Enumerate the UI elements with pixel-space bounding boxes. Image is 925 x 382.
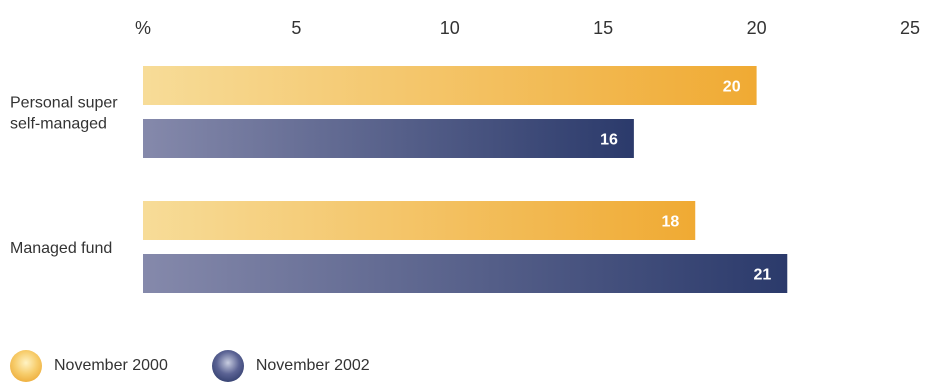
data-label-cat1-series0: 18 bbox=[661, 214, 679, 231]
bar-chart: % 5 10 15 20 25 20 16 18 21 Personal super self-m… bbox=[10, 18, 920, 293]
legend-item-november-2002: November 2002 bbox=[211, 350, 370, 382]
x-tick-label-20: 20 bbox=[747, 18, 767, 38]
legend-item-november-2000: November 2000 bbox=[10, 350, 168, 382]
bars: 20 16 18 21 bbox=[143, 66, 788, 293]
legend: November 2000 November 2002 bbox=[10, 350, 414, 382]
bar-cat1-series0 bbox=[143, 201, 696, 240]
legend-swatch-november-2000 bbox=[10, 350, 42, 382]
data-label-cat0-series0: 20 bbox=[723, 79, 741, 96]
bar-cat0-series1 bbox=[143, 119, 634, 158]
legend-label-november-2000: November 2000 bbox=[54, 357, 168, 374]
category-label-1: Managed fund bbox=[10, 240, 112, 257]
x-axis-ticks: % 5 10 15 20 25 bbox=[135, 18, 920, 38]
x-tick-label-5: 5 bbox=[291, 18, 301, 38]
bar-cat1-series1 bbox=[143, 254, 788, 293]
legend-swatch-november-2002 bbox=[211, 350, 244, 382]
bar-cat0-series0 bbox=[143, 66, 757, 105]
legend-label-november-2002: November 2002 bbox=[255, 357, 370, 374]
category-label-0: Personal super self-managed bbox=[10, 95, 118, 133]
data-label-cat0-series1: 16 bbox=[600, 132, 618, 149]
category-labels: Personal super self-managed Managed fund bbox=[10, 95, 118, 258]
x-axis-unit-label: % bbox=[135, 18, 151, 38]
x-tick-label-10: 10 bbox=[440, 18, 460, 38]
x-tick-label-15: 15 bbox=[593, 18, 613, 38]
data-label-cat1-series1: 21 bbox=[753, 267, 771, 284]
x-tick-label-25: 25 bbox=[900, 18, 920, 38]
